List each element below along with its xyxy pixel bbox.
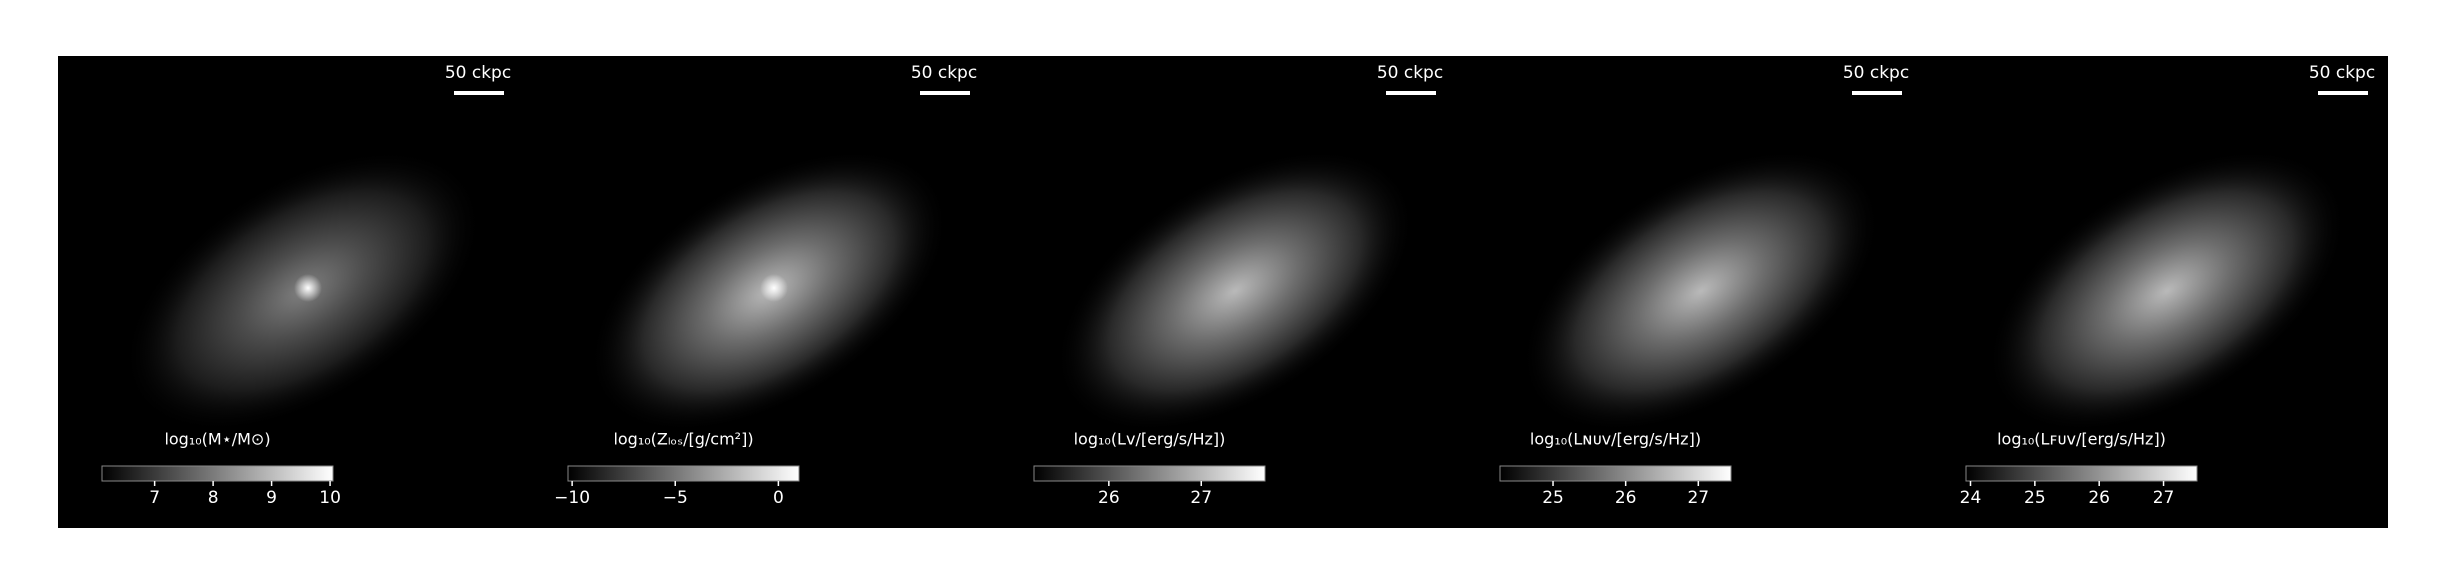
scale-bar-label: 50 ckpc [1377,63,1443,83]
colorbar-tick-label: 0 [773,488,784,508]
colorbar-tick-label: 25 [2024,488,2046,508]
colorbar-tick-label: 25 [1542,488,1564,508]
colorbar-label: log₁₀(Zₗₒₛ/[g/cm²]) [613,430,753,449]
galaxy-core [294,274,322,302]
colorbar-tick-label: 26 [1098,488,1120,508]
colorbar-tick-label: 24 [1960,488,1982,508]
colorbar-label: log₁₀(Lᴠ/[erg/s/Hz]) [1074,430,1226,449]
colorbar-tick-label: 27 [2153,488,2175,508]
colorbar [1965,465,2198,482]
colorbar-tick-label: −5 [663,488,688,508]
panel: 50 ckpc log₁₀(Lꜰᴜᴠ/[erg/s/Hz]) 24 25 26 27 [1922,56,2388,528]
panel: 50 ckpc log₁₀(M⋆/M⊙) 7 8 9 10 [58,56,524,528]
colorbar [1499,465,1732,482]
galaxy [1987,149,2347,433]
scale-bar-label: 50 ckpc [911,63,977,83]
panel: 50 ckpc log₁₀(Zₗₒₛ/[g/cm²]) −10 −5 0 [524,56,990,528]
panel: 50 ckpc log₁₀(Lᴠ/[erg/s/Hz]) 26 27 [990,56,1456,528]
scale-bar-label: 50 ckpc [2309,63,2375,83]
colorbar-tick-label: 8 [208,488,219,508]
galaxy-core [760,274,788,302]
scale-bar-label: 50 ckpc [445,63,511,83]
colorbar [567,465,800,482]
colorbar [1033,465,1266,482]
colorbar-tick-label: 27 [1687,488,1709,508]
colorbar-tick-label: 7 [149,488,160,508]
galaxy [1055,149,1415,433]
colorbar-tick-label: 26 [1615,488,1637,508]
colorbar-tick-label: 9 [266,488,277,508]
colorbar-tick-label: −10 [554,488,590,508]
colorbar-tick-label: 27 [1190,488,1212,508]
colorbar-label: log₁₀(Lɴᴜᴠ/[erg/s/Hz]) [1530,430,1701,449]
scale-bar-label: 50 ckpc [1843,63,1909,83]
colorbar-tick-label: 10 [319,488,341,508]
panel: 50 ckpc log₁₀(Lɴᴜᴠ/[erg/s/Hz]) 25 26 27 [1456,56,1922,528]
galaxy [1521,149,1881,433]
colorbar [101,465,334,482]
colorbar-label: log₁₀(M⋆/M⊙) [164,430,270,449]
colorbar-tick-label: 26 [2088,488,2110,508]
colorbar-label: log₁₀(Lꜰᴜᴠ/[erg/s/Hz]) [1997,430,2166,449]
